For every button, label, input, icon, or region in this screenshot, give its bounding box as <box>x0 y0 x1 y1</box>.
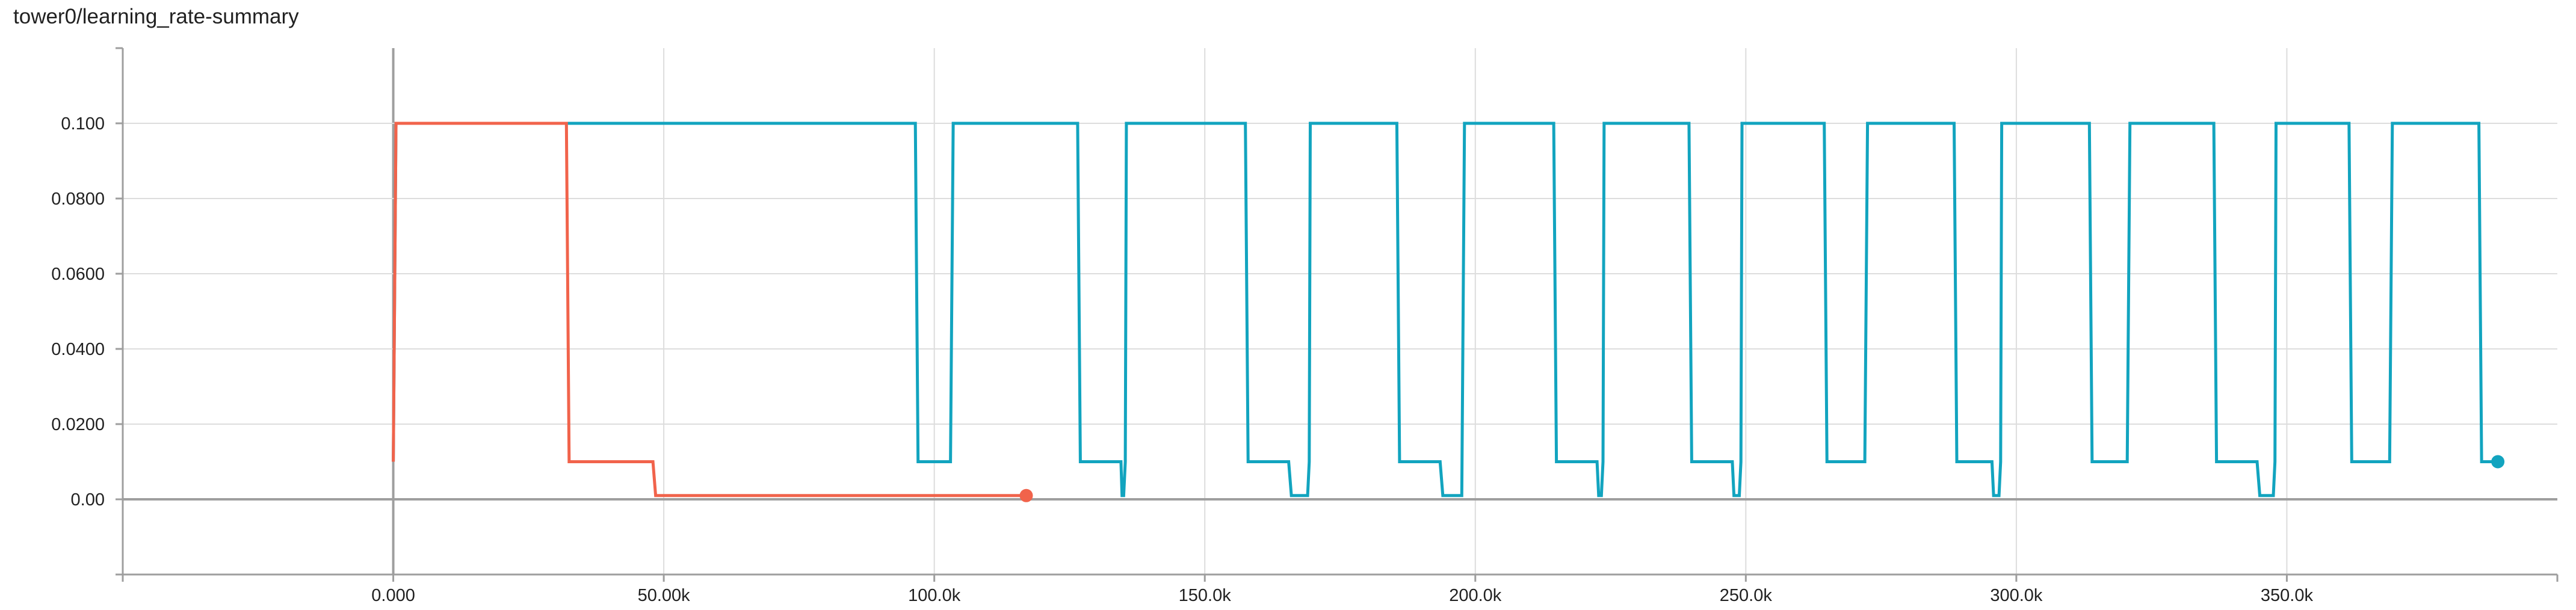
y-tick-label: 0.0200 <box>51 415 105 434</box>
axis-layer <box>116 47 2559 582</box>
series-line-1 <box>392 122 2498 498</box>
tick-label-layer: 0.00 0.0200 0.0400 0.0600 0.0800 0.100 0.000 50… <box>51 114 2313 605</box>
series-end-marker <box>2491 455 2505 469</box>
grid-layer <box>123 48 2557 575</box>
x-tick-label: 200.0k <box>1449 586 1502 605</box>
x-tick-label: 150.0k <box>1179 586 1232 605</box>
x-tick-label: 100.0k <box>908 586 961 605</box>
series-line-2 <box>392 122 1027 498</box>
y-tick-label: 0.0800 <box>51 189 105 209</box>
x-tick-label: 350.0k <box>2261 586 2314 605</box>
chart-title: tower0/learning_rate-summary <box>13 5 299 28</box>
x-tick-label: 0.000 <box>371 586 415 605</box>
y-tick-label: 0.0400 <box>51 340 105 359</box>
series-end-marker <box>1019 488 1033 502</box>
y-tick-label: 0.00 <box>71 490 105 510</box>
x-tick-label: 50.00k <box>638 586 691 605</box>
y-tick-label: 0.100 <box>61 114 105 134</box>
x-tick-label: 300.0k <box>1990 586 2043 605</box>
y-tick-label: 0.0600 <box>51 265 105 284</box>
x-tick-label: 250.0k <box>1720 586 1773 605</box>
series-layer <box>392 122 2505 502</box>
